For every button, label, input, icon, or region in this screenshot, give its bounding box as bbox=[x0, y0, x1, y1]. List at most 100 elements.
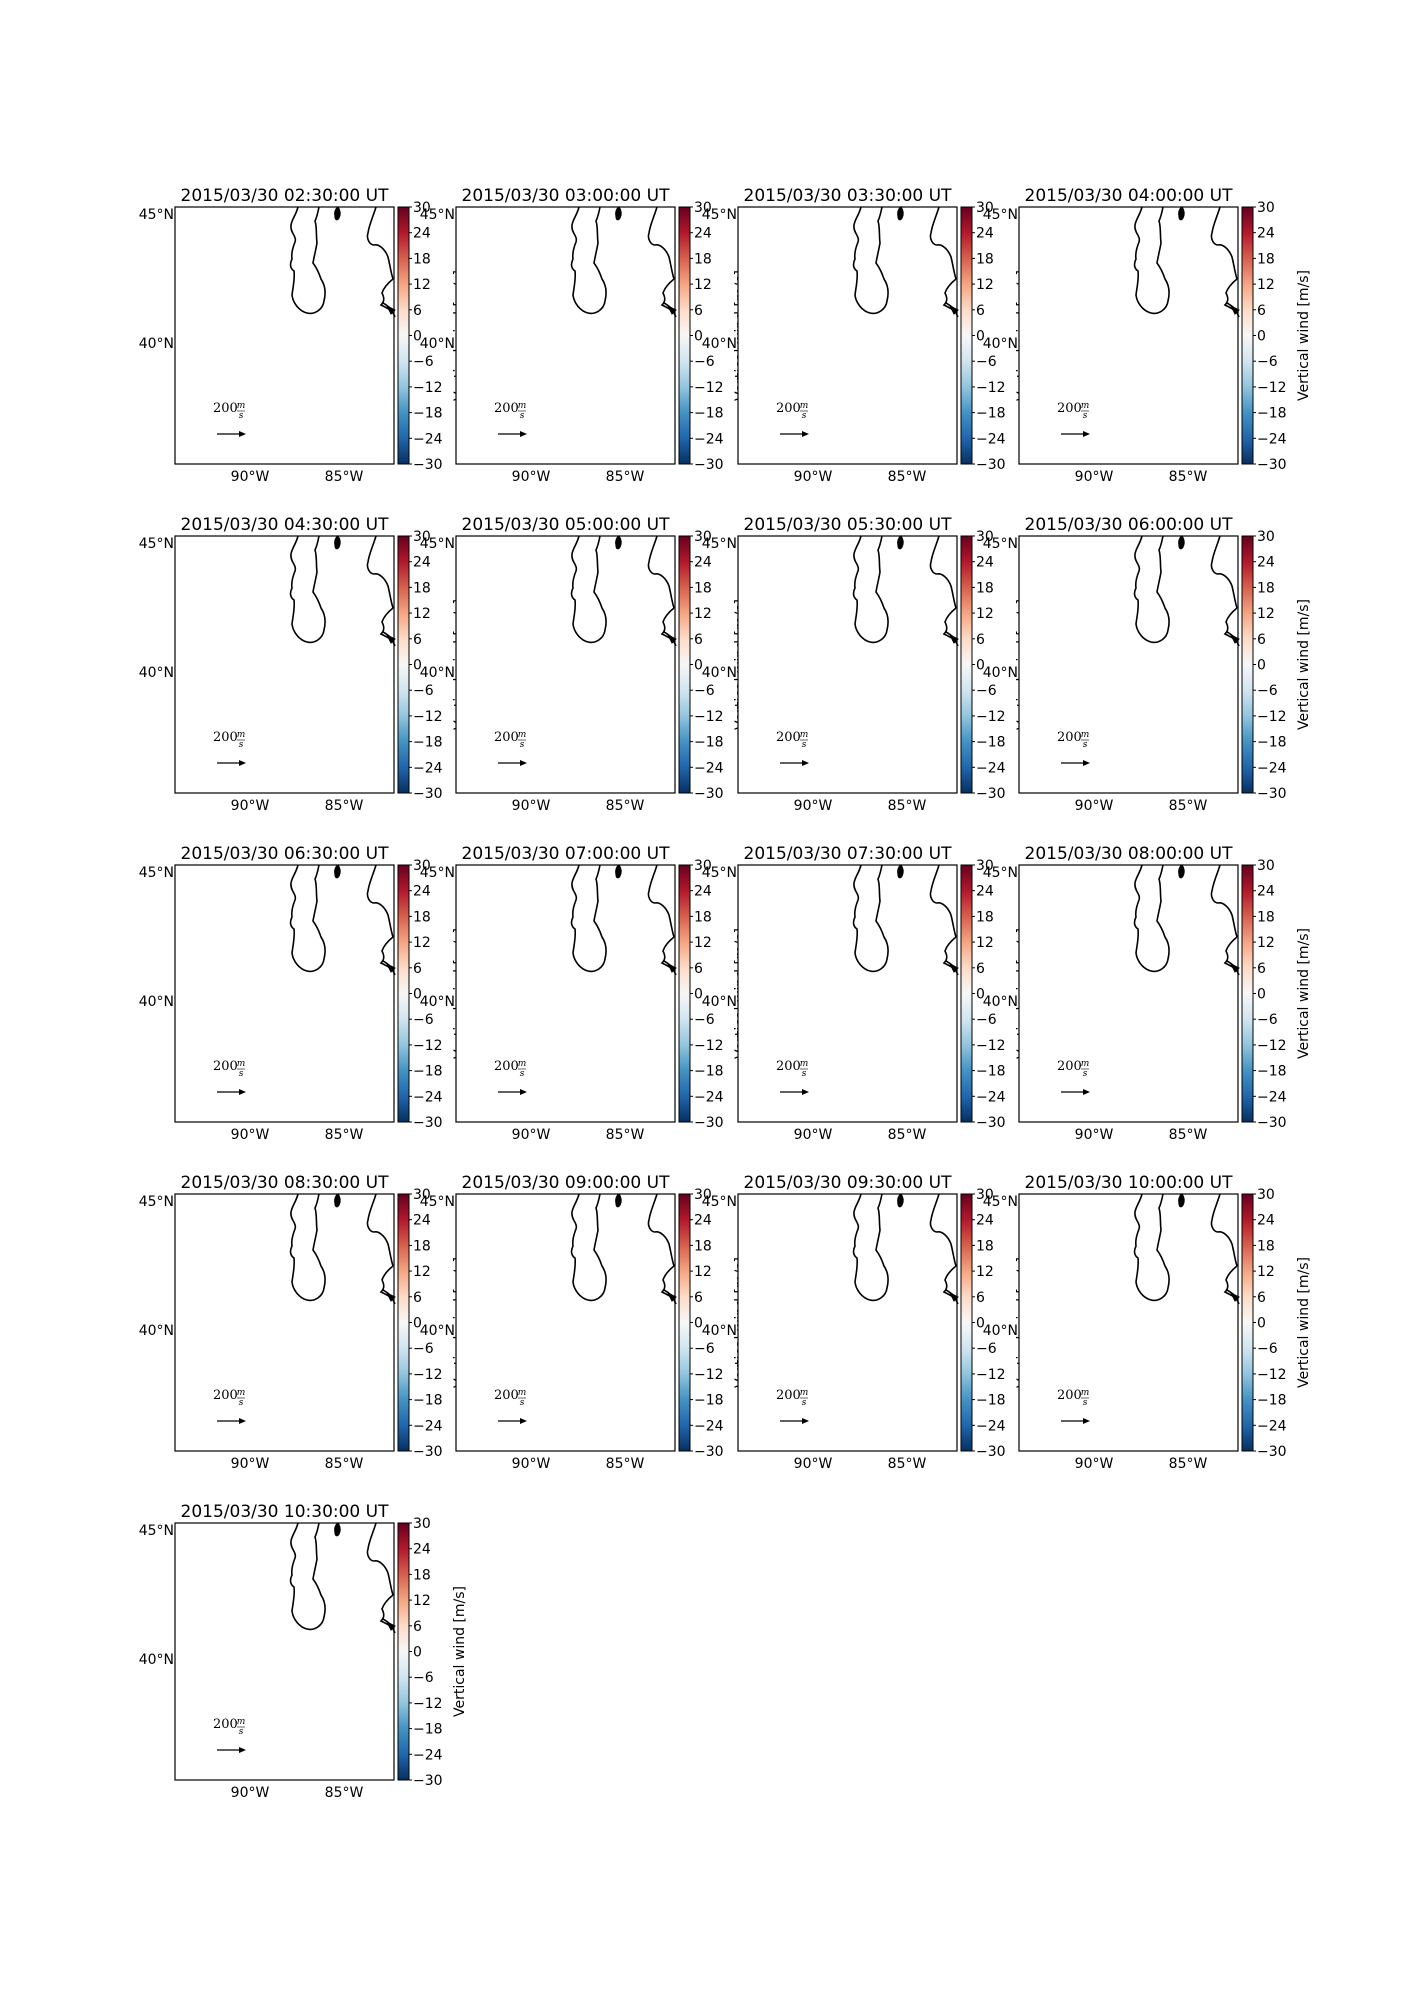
colorbar-tick-label: −6 bbox=[413, 354, 434, 370]
colorbar-tick-label: −24 bbox=[976, 431, 1006, 447]
colorbar-tick-label: 30 bbox=[694, 1187, 712, 1203]
colorbar-tick-label: −18 bbox=[694, 406, 724, 422]
lat-tick-label: 40°N bbox=[983, 336, 1018, 352]
lat-tick-label: 40°N bbox=[702, 665, 737, 681]
colorbar-bar bbox=[960, 206, 973, 465]
panel-title: 2015/03/30 04:00:00 UT bbox=[1025, 186, 1234, 206]
colorbar-tick-label: −24 bbox=[694, 1089, 724, 1105]
lat-tick-label: 45°N bbox=[702, 865, 737, 881]
lon-tick-label: 90°W bbox=[794, 1127, 833, 1143]
lat-tick-label: 45°N bbox=[139, 1194, 174, 1210]
panel-title: 2015/03/30 10:30:00 UT bbox=[181, 1502, 390, 1522]
colorbar-tick-label: 18 bbox=[1257, 909, 1275, 925]
lon-tick-label: 85°W bbox=[325, 1127, 364, 1143]
colorbar-tick-label: 30 bbox=[413, 529, 431, 545]
panel-title: 2015/03/30 07:00:00 UT bbox=[462, 844, 671, 864]
map-frame bbox=[1018, 1193, 1239, 1452]
lat-tick-label: 45°N bbox=[983, 207, 1018, 223]
colorbar-tick-label: 0 bbox=[976, 987, 985, 1003]
colorbar-bar bbox=[397, 864, 410, 1123]
colorbar-bar bbox=[960, 1193, 973, 1452]
colorbar-tick-label: −30 bbox=[694, 457, 724, 473]
colorbar-tick-label: −24 bbox=[413, 1747, 443, 1763]
quiver-key-unit: m bbox=[1081, 730, 1090, 740]
colorbar-tick-label: 30 bbox=[976, 529, 994, 545]
colorbar-tick-label: 12 bbox=[413, 606, 431, 622]
colorbar-tick-label: 24 bbox=[694, 555, 712, 571]
colorbar-tick-label: −6 bbox=[1257, 1012, 1278, 1028]
colorbar-tick-label: −12 bbox=[694, 709, 724, 725]
lat-tick-label: 45°N bbox=[139, 865, 174, 881]
colorbar-tick-label: −18 bbox=[1257, 1064, 1287, 1080]
panel-title: 2015/03/30 03:00:00 UT bbox=[462, 186, 671, 206]
quiver-key-unit: s bbox=[520, 411, 525, 421]
colorbar-tick-label: −30 bbox=[1257, 786, 1287, 802]
colorbar-tick-label: −30 bbox=[1257, 457, 1287, 473]
colorbar-tick-label: −12 bbox=[1257, 380, 1287, 396]
colorbar-tick-label: 18 bbox=[413, 251, 431, 267]
lat-tick-label: 40°N bbox=[702, 994, 737, 1010]
colorbar: 30 24 18 12 6 0 −6 −12 −18 −24 −30 Vertical wind [m… bbox=[397, 1516, 468, 1789]
quiver-key-unit: s bbox=[239, 1069, 244, 1079]
quiver-key-value: 200 bbox=[494, 1059, 519, 1074]
map-frame bbox=[174, 535, 395, 794]
colorbar-tick-label: −24 bbox=[694, 431, 724, 447]
colorbar-tick-label: 24 bbox=[694, 1213, 712, 1229]
quiver-key-value: 200 bbox=[213, 1059, 238, 1074]
lat-tick-label: 40°N bbox=[420, 994, 455, 1010]
colorbar-tick-label: 30 bbox=[413, 200, 431, 216]
colorbar-tick-label: −18 bbox=[976, 735, 1006, 751]
quiver-key-unit: s bbox=[1083, 411, 1088, 421]
colorbar-tick-label: 0 bbox=[694, 658, 703, 674]
map-frame bbox=[174, 1522, 395, 1781]
lon-tick-label: 85°W bbox=[325, 469, 364, 485]
panel-title: 2015/03/30 04:30:00 UT bbox=[181, 515, 390, 535]
colorbar-tick-label: 30 bbox=[1257, 1187, 1275, 1203]
lat-tick-label: 45°N bbox=[702, 536, 737, 552]
colorbar-tick-label: 24 bbox=[413, 884, 431, 900]
quiver-key-value: 200 bbox=[494, 730, 519, 745]
quiver-key-value: 200 bbox=[1057, 1388, 1082, 1403]
colorbar-tick-label: 30 bbox=[1257, 200, 1275, 216]
colorbar-tick-label: 18 bbox=[1257, 580, 1275, 596]
quiver-key-value: 200 bbox=[776, 1059, 801, 1074]
colorbar-tick-label: 30 bbox=[694, 858, 712, 874]
quiver-key-value: 200 bbox=[776, 730, 801, 745]
lon-tick-label: 85°W bbox=[888, 1456, 927, 1472]
colorbar-tick-label: −6 bbox=[413, 1670, 434, 1686]
panel-title: 2015/03/30 08:30:00 UT bbox=[181, 1173, 390, 1193]
lon-tick-label: 90°W bbox=[231, 1456, 270, 1472]
colorbar-tick-label: −30 bbox=[694, 786, 724, 802]
colorbar-tick-label: −24 bbox=[694, 1418, 724, 1434]
colorbar-tick-label: −12 bbox=[413, 380, 443, 396]
colorbar: 30 24 18 12 6 0 −6 −12 −18 −24 −30 Vertical wind [m… bbox=[1241, 858, 1312, 1131]
colorbar: 30 24 18 12 6 0 −6 −12 −18 −24 −30 Vertical wind [m… bbox=[1241, 200, 1312, 473]
colorbar-tick-label: 24 bbox=[1257, 555, 1275, 571]
lon-tick-label: 90°W bbox=[231, 1785, 270, 1801]
colorbar-tick-label: −12 bbox=[976, 1038, 1006, 1054]
colorbar-label: Vertical wind [m/s] bbox=[1296, 1257, 1312, 1388]
quiver-key-unit: s bbox=[520, 1398, 525, 1408]
panel-title: 2015/03/30 09:30:00 UT bbox=[744, 1173, 953, 1193]
lat-tick-label: 40°N bbox=[139, 336, 174, 352]
colorbar-tick-label: 0 bbox=[694, 987, 703, 1003]
colorbar-tick-label: 12 bbox=[694, 935, 712, 951]
colorbar-tick-label: 0 bbox=[413, 1645, 422, 1661]
panel-title: 2015/03/30 05:30:00 UT bbox=[744, 515, 953, 535]
colorbar-tick-label: −12 bbox=[1257, 1367, 1287, 1383]
lat-tick-label: 45°N bbox=[420, 207, 455, 223]
quiver-key-unit: m bbox=[237, 1388, 246, 1398]
colorbar-tick-label: −18 bbox=[694, 1393, 724, 1409]
colorbar-tick-label: 6 bbox=[976, 632, 985, 648]
panel-title: 2015/03/30 02:30:00 UT bbox=[181, 186, 390, 206]
colorbar-tick-label: 18 bbox=[976, 251, 994, 267]
quiver-key-value: 200 bbox=[494, 1388, 519, 1403]
colorbar-tick-label: 6 bbox=[1257, 1290, 1266, 1306]
colorbar-label: Vertical wind [m/s] bbox=[1296, 599, 1312, 730]
quiver-key-unit: s bbox=[239, 1727, 244, 1737]
colorbar-tick-label: −30 bbox=[694, 1115, 724, 1131]
panel-title: 2015/03/30 08:00:00 UT bbox=[1025, 844, 1234, 864]
